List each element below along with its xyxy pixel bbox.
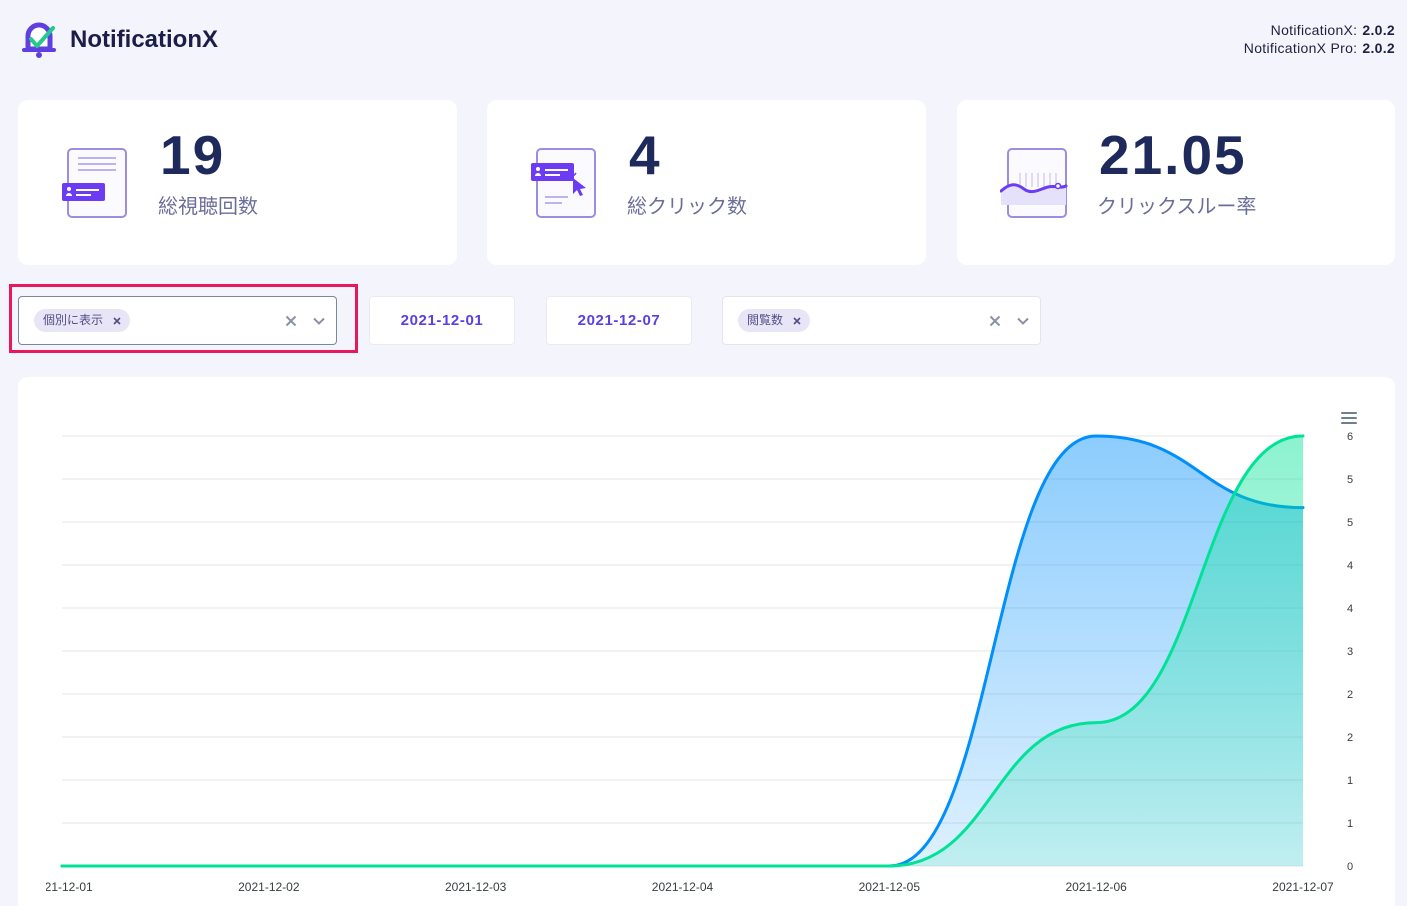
stat-label: クリックスルー率	[1097, 196, 1257, 218]
stat-card-clicks: 4 総クリック数	[487, 100, 926, 265]
area-chart: 0 1 1 2 2 3 4 4 5 5 6 2021-12-01 2021-12-02 2021-12-0…	[46, 431, 1353, 894]
stat-label: 総視聴回数	[158, 196, 258, 218]
y-tick-label: 4	[1347, 560, 1353, 572]
chevron-down-icon[interactable]	[313, 317, 325, 325]
notificationx-bell-check-icon[interactable]	[19, 19, 59, 59]
tag-label: 閲覧数	[747, 313, 784, 327]
menu-bar	[1341, 412, 1357, 414]
close-icon[interactable]	[793, 316, 801, 325]
highlight-box	[9, 284, 358, 353]
version-line: NotificationX: 2.0.2	[1244, 21, 1395, 39]
x-tick-label: 2021-12-07	[1272, 880, 1334, 894]
x-tick-label: 2021-12-03	[445, 880, 507, 894]
display-mode-select[interactable]: 個別に表示	[18, 296, 337, 345]
series-1-area	[62, 436, 1303, 866]
menu-bar	[1341, 417, 1357, 419]
chart-card: 0 1 1 2 2 3 4 4 5 5 6 2021-12-01 2021-12-02 2021-12-0…	[18, 377, 1395, 906]
stat-value: 19	[160, 124, 226, 186]
x-tick-label: 2021-12-05	[859, 880, 921, 894]
version-line: NotificationX Pro: 2.0.2	[1244, 39, 1395, 57]
clear-icon[interactable]	[285, 315, 297, 327]
x-tick-label: 2021-12-01	[46, 880, 93, 894]
selected-tag: 個別に表示	[34, 309, 131, 332]
y-tick-label: 2	[1347, 689, 1353, 701]
version-value: 2.0.2	[1362, 40, 1395, 56]
selected-tag: 閲覧数	[738, 309, 811, 332]
y-tick-label: 2	[1347, 732, 1353, 744]
metric-select[interactable]: 閲覧数	[722, 296, 1041, 345]
version-label: NotificationX:	[1270, 22, 1358, 38]
clear-icon[interactable]	[989, 315, 1001, 327]
y-tick-label: 4	[1347, 603, 1353, 615]
menu-bar	[1341, 422, 1357, 424]
y-tick-label: 6	[1347, 431, 1353, 443]
brand-name[interactable]: NotificationX	[70, 26, 218, 53]
stat-card-views: 19 総視聴回数	[18, 100, 457, 265]
series-2-line	[60, 434, 1305, 868]
hamburger-menu-icon[interactable]	[1341, 412, 1357, 425]
stat-value: 4	[629, 124, 662, 186]
x-tick-label: 2021-12-06	[1065, 880, 1127, 894]
ctr-chart-icon	[1000, 147, 1068, 219]
click-document-icon	[530, 147, 598, 219]
end-date-picker[interactable]: 2021-12-07	[546, 296, 692, 345]
y-tick-label: 5	[1347, 517, 1353, 529]
views-document-icon	[61, 147, 129, 219]
chevron-down-icon[interactable]	[1017, 317, 1029, 325]
version-label: NotificationX Pro:	[1243, 40, 1358, 56]
x-tick-label: 2021-12-04	[652, 880, 714, 894]
version-value: 2.0.2	[1362, 22, 1395, 38]
tag-label: 個別に表示	[43, 313, 104, 327]
y-tick-label: 5	[1347, 474, 1353, 486]
version-info: NotificationX: 2.0.2 NotificationX Pro: 2.…	[1244, 21, 1395, 57]
close-icon[interactable]	[113, 316, 121, 325]
y-tick-label: 0	[1347, 861, 1353, 873]
stat-value: 21.05	[1099, 124, 1247, 186]
x-tick-label: 2021-12-02	[238, 880, 300, 894]
start-date-picker[interactable]: 2021-12-01	[369, 296, 515, 345]
y-tick-label: 1	[1347, 775, 1353, 787]
series-2-area	[62, 436, 1303, 866]
y-tick-label: 3	[1347, 646, 1353, 658]
y-tick-label: 1	[1347, 818, 1353, 830]
stat-card-ctr: 21.05 クリックスルー率	[957, 100, 1395, 265]
stat-label: 総クリック数	[627, 196, 747, 218]
